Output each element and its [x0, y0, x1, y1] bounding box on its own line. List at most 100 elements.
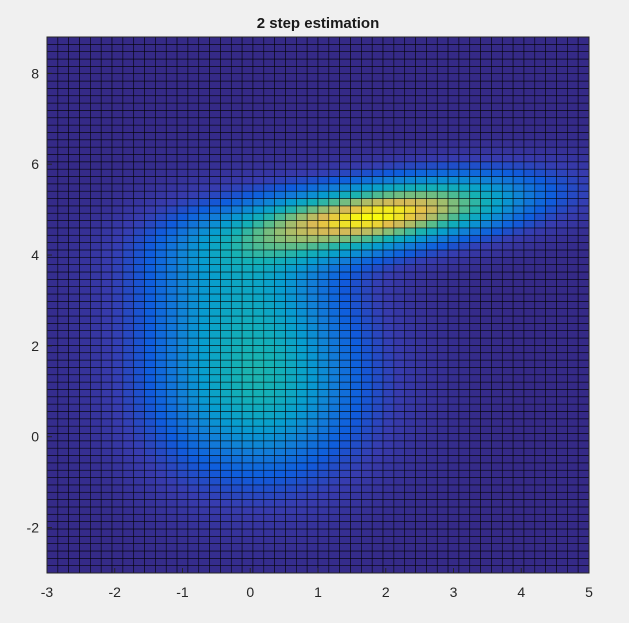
- heatmap-cell: [296, 58, 308, 67]
- heatmap-cell: [133, 234, 145, 243]
- heatmap-cell: [133, 389, 145, 398]
- heatmap-cell: [371, 44, 384, 52]
- heatmap-cell: [122, 80, 135, 89]
- heatmap-cell: [545, 95, 557, 104]
- heatmap-cell: [534, 477, 546, 486]
- heatmap-cell: [371, 220, 384, 229]
- heatmap-cell: [426, 183, 438, 192]
- heatmap-cell: [404, 513, 416, 522]
- heatmap-cell: [241, 102, 254, 111]
- heatmap-cell: [176, 58, 189, 67]
- heatmap-cell: [306, 102, 319, 111]
- heatmap-cell: [165, 337, 178, 346]
- heatmap-cell: [274, 352, 286, 361]
- heatmap-cell: [274, 102, 286, 111]
- heatmap-cell: [220, 286, 232, 295]
- heatmap-cell: [220, 198, 232, 207]
- heatmap-cell: [46, 154, 59, 163]
- heatmap-cell: [274, 447, 286, 456]
- heatmap-cell: [577, 220, 590, 229]
- heatmap-cell: [404, 477, 416, 486]
- heatmap-cell: [436, 271, 449, 280]
- heatmap-cell: [361, 389, 373, 398]
- heatmap-cell: [133, 183, 145, 192]
- heatmap-cell: [57, 227, 69, 236]
- heatmap-cell: [577, 168, 590, 177]
- heatmap-cell: [57, 36, 69, 45]
- heatmap-cell: [339, 469, 351, 478]
- heatmap-cell: [339, 425, 351, 434]
- heatmap-cell: [46, 168, 59, 177]
- heatmap-cell: [447, 535, 460, 544]
- heatmap-cell: [317, 293, 330, 302]
- heatmap-cell: [501, 411, 514, 420]
- heatmap-cell: [79, 183, 91, 192]
- heatmap-cell: [501, 124, 514, 133]
- heatmap-cell: [111, 102, 124, 111]
- heatmap-cell: [317, 308, 330, 317]
- heatmap-cell: [436, 256, 449, 265]
- heatmap-cell: [274, 565, 286, 574]
- heatmap-cell: [501, 513, 514, 522]
- heatmap-cell: [501, 462, 514, 471]
- heatmap-cell: [90, 396, 102, 405]
- heatmap-cell: [361, 249, 373, 258]
- heatmap-cell: [220, 80, 232, 89]
- heatmap-cell: [46, 58, 59, 67]
- heatmap-cell: [361, 469, 373, 478]
- heatmap-cell: [317, 80, 330, 89]
- heatmap-cell: [534, 374, 546, 383]
- heatmap-cell: [350, 146, 362, 155]
- heatmap-cell: [57, 242, 69, 251]
- heatmap-cell: [404, 44, 416, 52]
- heatmap-cell: [404, 396, 416, 405]
- heatmap-cell: [534, 323, 546, 331]
- heatmap-cell: [501, 535, 514, 544]
- heatmap-cell: [263, 315, 275, 324]
- heatmap-cell: [350, 389, 362, 398]
- heatmap-cell: [458, 535, 471, 544]
- heatmap-cell: [165, 330, 178, 339]
- heatmap-cell: [90, 484, 102, 493]
- heatmap-cell: [133, 411, 145, 420]
- heatmap-cell: [371, 462, 384, 471]
- heatmap-cell: [79, 455, 91, 464]
- heatmap-cell: [523, 110, 536, 119]
- heatmap-cell: [46, 440, 59, 449]
- heatmap-cell: [393, 359, 406, 368]
- heatmap-cell: [339, 513, 351, 522]
- heatmap-cell: [274, 484, 286, 493]
- heatmap-cell: [144, 110, 156, 119]
- heatmap-cell: [491, 513, 503, 522]
- heatmap-cell: [436, 264, 449, 273]
- heatmap-cell: [328, 499, 340, 508]
- heatmap-cell: [100, 139, 113, 148]
- heatmap-cell: [306, 367, 319, 376]
- heatmap-cell: [339, 396, 351, 405]
- heatmap-cell: [79, 73, 91, 82]
- heatmap-cell: [176, 359, 189, 368]
- heatmap-cell: [491, 308, 503, 317]
- heatmap-cell: [209, 293, 221, 302]
- heatmap-cell: [512, 499, 525, 508]
- heatmap-cell: [339, 477, 351, 486]
- heatmap-cell: [220, 132, 232, 141]
- heatmap-cell: [382, 381, 395, 390]
- heatmap-cell: [480, 117, 492, 126]
- heatmap-cell: [198, 528, 210, 537]
- heatmap-cell: [165, 146, 178, 155]
- heatmap-cell: [339, 565, 351, 574]
- heatmap-cell: [90, 359, 102, 368]
- heatmap-cell: [371, 440, 384, 449]
- heatmap-cell: [577, 513, 590, 522]
- heatmap-cell: [523, 374, 536, 383]
- heatmap-cell: [458, 499, 471, 508]
- heatmap-cell: [350, 249, 362, 258]
- heatmap-cell: [187, 543, 200, 552]
- heatmap-cell: [501, 396, 514, 405]
- heatmap-cell: [404, 433, 416, 442]
- heatmap-cell: [230, 271, 243, 280]
- heatmap-cell: [393, 447, 406, 456]
- heatmap-cell: [100, 278, 113, 287]
- heatmap-cell: [512, 58, 525, 67]
